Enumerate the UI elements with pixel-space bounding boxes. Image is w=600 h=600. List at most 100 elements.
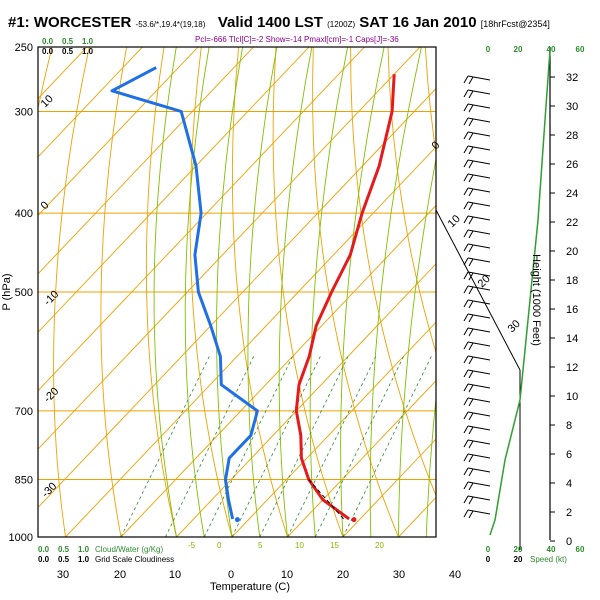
isotherm--10 — [175, 263, 436, 537]
utc-time: (1200Z) — [327, 20, 356, 29]
dry-adiabat--20 — [100, 47, 128, 537]
wind-barbs — [463, 49, 551, 536]
wind-barb-2 — [463, 103, 491, 113]
moist-adiabat-20 — [340, 47, 385, 537]
dry-adiabat-10 — [231, 47, 288, 537]
height-tick-2: 2 — [566, 507, 572, 519]
height-tick-24: 24 — [566, 188, 578, 200]
temperature-tick-1: 20 — [114, 569, 126, 581]
moist-adiabat-15 — [309, 47, 349, 537]
moist-label-3: 10 — [295, 541, 304, 550]
top-black-scale-0: 0.0 — [42, 47, 54, 56]
bottom-speed-tick-2: 40 — [547, 545, 556, 554]
moist-label-5: 20 — [375, 541, 384, 550]
temperature-tick-4: 10 — [281, 569, 293, 581]
pressure-tick-1000: 1000 — [9, 532, 33, 544]
wind-barb-20 — [463, 355, 491, 365]
pressure-tick-250: 250 — [15, 42, 33, 54]
bottom-green-scale-1: 0.5 — [58, 545, 70, 554]
bottom-black-scale-0: 0.0 — [38, 555, 50, 564]
wind-barb-31 — [463, 509, 491, 519]
isotherm--60 — [38, 47, 366, 392]
grid-cloudiness-label: Grid Scale Cloudiness — [95, 555, 174, 564]
top-green-scale-1: 0.5 — [62, 37, 74, 46]
wind-barb-24 — [463, 411, 491, 421]
speed-profile — [489, 49, 551, 536]
height-tick-10: 10 — [566, 391, 578, 403]
temperature-tick-7: 40 — [449, 569, 461, 581]
wind-barb-3 — [463, 117, 491, 127]
moist-adiabat--10 — [153, 47, 177, 537]
wind-barb-29 — [463, 481, 491, 491]
height-tick-0: 0 — [566, 536, 572, 548]
wind-barb-7 — [463, 173, 491, 183]
height-tick-20: 20 — [566, 246, 578, 258]
height-tick-16: 16 — [566, 304, 578, 316]
pressure-tick-700: 700 — [15, 406, 33, 418]
isotherm-0 — [231, 321, 436, 537]
legend-scales: 0.00.00.50.51.01.00.00.00.50.51.01.00020… — [38, 37, 585, 564]
bottom-speed-black-tick-0: 0 — [486, 555, 491, 564]
moist-label-2: 5 — [258, 541, 263, 550]
isotherm--30 — [64, 146, 436, 537]
x-axis-label: Temperature (C) — [210, 581, 290, 593]
top-green-scale-2: 1.0 — [82, 37, 94, 46]
bottom-green-scale-2: 1.0 — [78, 545, 90, 554]
wind-barb-21 — [463, 369, 491, 379]
parcel-start — [351, 517, 357, 523]
profile-temperature — [294, 74, 396, 521]
bottom-speed-black-tick-1: 20 — [514, 555, 523, 564]
top-black-scale-2: 1.0 — [82, 47, 94, 56]
wind-barb-14 — [463, 271, 491, 281]
plot-frame — [37, 46, 437, 538]
station-coords: -53.6/*,19.4*(19,18) — [135, 20, 206, 29]
valid-time: Valid 1400 LST — [217, 14, 323, 31]
bottom-speed-tick-1: 20 — [514, 545, 523, 554]
moist-adiabat--5 — [184, 47, 210, 537]
grid-lines — [38, 47, 600, 554]
isotherm-label-6: 10 — [446, 213, 463, 230]
height-tick-6: 6 — [566, 449, 572, 461]
moist-adiabat-5 — [247, 47, 278, 537]
temperature-tick-0: 30 — [57, 569, 69, 581]
isotherm--20 — [120, 204, 436, 537]
bottom-speed-tick-0: 0 — [486, 545, 491, 554]
wind-barb-17 — [463, 313, 491, 323]
isotherm--70 — [38, 47, 310, 333]
bottom-black-scale-1: 0.5 — [58, 555, 70, 564]
top-speed-tick-2: 40 — [547, 45, 556, 54]
isotherm--90 — [38, 47, 199, 217]
wind-barb-1 — [463, 89, 491, 99]
dry-adiabat--30 — [53, 47, 90, 537]
wind-barb-11 — [463, 229, 491, 239]
wind-barb-6 — [463, 159, 491, 169]
top-speed-tick-0: 0 — [486, 45, 491, 54]
wind-barb-23 — [463, 397, 491, 407]
wind-barb-12 — [463, 243, 491, 253]
height-tick-18: 18 — [566, 275, 578, 287]
dry-adiabat--10 — [145, 47, 177, 537]
height-tick-32: 32 — [566, 72, 578, 84]
wind-barb-0 — [463, 75, 491, 85]
height-tick-30: 30 — [566, 101, 578, 113]
wind-barb-19 — [463, 341, 491, 351]
height-tick-12: 12 — [566, 362, 578, 374]
profile-dewpoint — [110, 66, 259, 520]
profiles — [110, 66, 396, 523]
isotherm--50 — [38, 47, 421, 450]
wind-barb-4 — [463, 131, 491, 141]
wind-barb-28 — [463, 467, 491, 477]
wind-barb-8 — [463, 187, 491, 197]
valid-date: SAT 16 Jan 2010 — [359, 14, 477, 31]
height-axis-label: Height (1000 Feet) — [530, 254, 542, 346]
isotherm--100 — [38, 47, 144, 158]
dry-adiabat-100 — [575, 47, 600, 554]
top-green-scale-0: 0.0 — [42, 37, 54, 46]
moist-label-4: 15 — [330, 541, 339, 550]
wind-barb-18 — [463, 327, 491, 337]
dry-adiabat-50 — [387, 47, 436, 354]
bottom-black-scale-2: 1.0 — [78, 555, 90, 564]
top-speed-tick-1: 20 — [514, 45, 523, 54]
top-speed-tick-3: 60 — [576, 45, 585, 54]
wind-barb-16 — [463, 299, 491, 309]
